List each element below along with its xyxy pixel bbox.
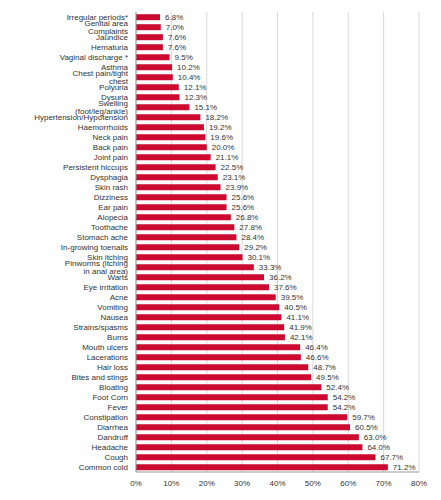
- svg-text:Constipation: Constipation: [84, 413, 128, 422]
- svg-text:Vaginal discharge *: Vaginal discharge *: [60, 53, 128, 62]
- svg-text:52.4%: 52.4%: [326, 383, 349, 392]
- svg-text:80%: 80%: [411, 479, 427, 488]
- svg-text:Skin rash: Skin rash: [95, 183, 128, 192]
- svg-text:41.1%: 41.1%: [286, 313, 309, 322]
- svg-text:12.1%: 12.1%: [184, 83, 207, 92]
- svg-text:46.6%: 46.6%: [306, 353, 329, 362]
- svg-text:6.8%: 6.8%: [165, 13, 183, 22]
- svg-text:Dizziness: Dizziness: [94, 193, 128, 202]
- svg-text:54.2%: 54.2%: [333, 403, 356, 412]
- svg-text:Neck pain: Neck pain: [92, 133, 128, 142]
- svg-text:48.7%: 48.7%: [313, 363, 336, 372]
- svg-text:7.6%: 7.6%: [168, 43, 186, 52]
- svg-text:71.2%: 71.2%: [393, 463, 416, 472]
- svg-text:Fever: Fever: [108, 403, 129, 412]
- svg-text:Mouth ulcers: Mouth ulcers: [82, 343, 128, 352]
- svg-text:64.0%: 64.0%: [367, 443, 390, 452]
- svg-text:Jaundice: Jaundice: [96, 33, 129, 42]
- svg-text:27.8%: 27.8%: [239, 223, 262, 232]
- svg-text:Joint pain: Joint pain: [94, 153, 128, 162]
- svg-text:0%: 0%: [130, 479, 142, 488]
- svg-text:Dandruff: Dandruff: [97, 433, 128, 442]
- svg-text:Back pain: Back pain: [93, 143, 128, 152]
- svg-text:54.2%: 54.2%: [333, 393, 356, 402]
- svg-text:Hair loss: Hair loss: [97, 363, 128, 372]
- svg-text:21.1%: 21.1%: [216, 153, 239, 162]
- svg-text:Bites and stings: Bites and stings: [72, 373, 128, 382]
- svg-text:Warts: Warts: [107, 273, 128, 282]
- svg-text:40.5%: 40.5%: [284, 303, 307, 312]
- svg-text:Persistent hiccups: Persistent hiccups: [63, 163, 128, 172]
- svg-text:7.6%: 7.6%: [168, 33, 186, 42]
- svg-text:Alopecia: Alopecia: [97, 213, 128, 222]
- svg-text:Dysphagia: Dysphagia: [90, 173, 128, 182]
- svg-text:10.4%: 10.4%: [178, 73, 201, 82]
- svg-text:49.5%: 49.5%: [316, 373, 339, 382]
- svg-text:41.9%: 41.9%: [289, 323, 312, 332]
- svg-text:33.3%: 33.3%: [259, 263, 282, 272]
- svg-text:60%: 60%: [340, 479, 356, 488]
- svg-text:28.4%: 28.4%: [241, 233, 264, 242]
- svg-text:10%: 10%: [163, 479, 179, 488]
- svg-text:Vomiting: Vomiting: [97, 303, 128, 312]
- svg-text:23.1%: 23.1%: [223, 173, 246, 182]
- svg-text:12.3%: 12.3%: [185, 93, 208, 102]
- svg-text:20%: 20%: [199, 479, 215, 488]
- svg-text:Burns: Burns: [107, 333, 128, 342]
- svg-text:Stomach ache: Stomach ache: [77, 233, 129, 242]
- svg-text:29.2%: 29.2%: [244, 243, 267, 252]
- svg-text:40%: 40%: [269, 479, 285, 488]
- svg-text:Ear pain: Ear pain: [98, 203, 128, 212]
- svg-text:46.4%: 46.4%: [305, 343, 328, 352]
- svg-text:30%: 30%: [234, 479, 250, 488]
- svg-text:Polyuria: Polyuria: [99, 83, 128, 92]
- svg-text:Acne: Acne: [110, 293, 129, 302]
- svg-text:70%: 70%: [376, 479, 392, 488]
- svg-text:60.5%: 60.5%: [355, 423, 378, 432]
- svg-text:Diarrhea: Diarrhea: [97, 423, 128, 432]
- svg-text:Bloating: Bloating: [99, 383, 128, 392]
- svg-text:50%: 50%: [305, 479, 321, 488]
- svg-text:18.2%: 18.2%: [205, 113, 228, 122]
- svg-text:Toothache: Toothache: [91, 223, 128, 232]
- svg-text:Hypertension/Hypotension: Hypertension/Hypotension: [34, 113, 128, 122]
- svg-text:15.1%: 15.1%: [194, 103, 217, 112]
- svg-text:Nausea: Nausea: [100, 313, 128, 322]
- svg-text:25.6%: 25.6%: [232, 193, 255, 202]
- svg-text:Common cold: Common cold: [79, 463, 128, 472]
- svg-text:Eye irritation: Eye irritation: [84, 283, 128, 292]
- svg-text:23.9%: 23.9%: [226, 183, 249, 192]
- svg-text:Lacerations: Lacerations: [87, 353, 128, 362]
- svg-text:9.5%: 9.5%: [175, 53, 193, 62]
- svg-text:7.0%: 7.0%: [166, 23, 184, 32]
- svg-text:Foot Corn: Foot Corn: [92, 393, 128, 402]
- svg-text:20.0%: 20.0%: [212, 143, 235, 152]
- svg-text:30.1%: 30.1%: [247, 253, 270, 262]
- svg-text:Headache: Headache: [92, 443, 129, 452]
- svg-text:19.6%: 19.6%: [210, 133, 233, 142]
- svg-text:22.5%: 22.5%: [221, 163, 244, 172]
- svg-text:59.7%: 59.7%: [352, 413, 375, 422]
- svg-text:42.1%: 42.1%: [290, 333, 313, 342]
- svg-text:36.2%: 36.2%: [269, 273, 292, 282]
- svg-text:26.8%: 26.8%: [236, 213, 259, 222]
- svg-text:In-growing toenails: In-growing toenails: [61, 243, 128, 252]
- svg-text:10.2%: 10.2%: [177, 63, 200, 72]
- svg-text:Strains/spasms: Strains/spasms: [73, 323, 128, 332]
- svg-text:19.2%: 19.2%: [209, 123, 232, 132]
- svg-text:39.5%: 39.5%: [281, 293, 304, 302]
- svg-text:Cough: Cough: [104, 453, 128, 462]
- svg-text:Haemorrhoids: Haemorrhoids: [78, 123, 128, 132]
- svg-text:67.7%: 67.7%: [380, 453, 403, 462]
- svg-text:37.6%: 37.6%: [274, 283, 297, 292]
- svg-text:25.6%: 25.6%: [232, 203, 255, 212]
- svg-text:63.0%: 63.0%: [364, 433, 387, 442]
- svg-text:Hematuria: Hematuria: [91, 43, 128, 52]
